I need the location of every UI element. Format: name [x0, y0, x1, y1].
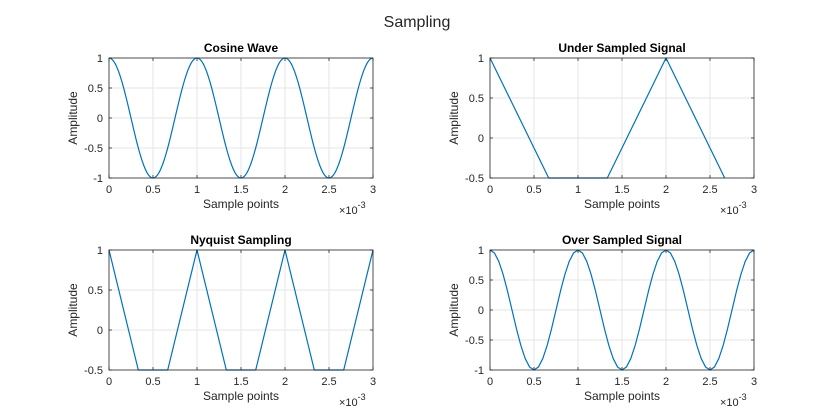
x-tick-label: 0 — [487, 184, 493, 196]
x-tick-label: 3 — [370, 376, 376, 388]
x-tick-label: 1.5 — [614, 184, 629, 196]
x-axis-label: Sample points — [584, 197, 660, 211]
y-tick-label: 0 — [97, 113, 103, 125]
y-tick-label: 0.5 — [88, 83, 103, 95]
x-tick-label: 1.5 — [233, 184, 248, 196]
x-tick-label: 1 — [194, 184, 200, 196]
x-tick-label: 2.5 — [321, 376, 336, 388]
x-tick-label: 1 — [194, 376, 200, 388]
x-tick-label: 0 — [487, 376, 493, 388]
y-tick-label: -1 — [474, 365, 484, 377]
x-tick-label: 3 — [751, 376, 757, 388]
x-tick-label: 0.5 — [526, 376, 541, 388]
x-tick-label: 1 — [575, 184, 581, 196]
y-tick-label: 1 — [97, 245, 103, 257]
x-tick-label: 1 — [575, 376, 581, 388]
x-tick-label: 2 — [282, 376, 288, 388]
y-axis-label: Amplitude — [447, 91, 461, 145]
y-axis-label: Amplitude — [447, 283, 461, 337]
subplot-title: Over Sampled Signal — [562, 233, 682, 247]
y-tick-label: 0 — [478, 133, 484, 145]
subplot-title: Under Sampled Signal — [558, 41, 685, 55]
figure-title: Sampling — [384, 14, 451, 31]
x-axis-exponent: ×10-3 — [339, 392, 366, 409]
subplot-over-sampled-signal: 0 0.5 1 1.5 2 2.5 3 -1 -0.5 0 0.5 1 Over Sampled Sig… — [447, 233, 757, 409]
y-tick-label: -0.5 — [465, 335, 484, 347]
y-tick-label: 1 — [97, 53, 103, 65]
y-tick-label: -0.5 — [84, 365, 103, 377]
x-axis-exponent: ×10-3 — [339, 200, 366, 217]
x-tick-label: 0.5 — [526, 184, 541, 196]
y-tick-label: 0.5 — [469, 93, 484, 105]
x-tick-label: 2.5 — [321, 184, 336, 196]
x-axis-label: Sample points — [203, 197, 279, 211]
x-tick-label: 2.5 — [702, 376, 717, 388]
subplot-cosine-wave: 0 0.5 1 1.5 2 2.5 3 -1 -0.5 0 0.5 1 Cosine Wave Sampl… — [66, 41, 376, 217]
y-axis-label: Amplitude — [66, 283, 80, 337]
x-tick-label: 1.5 — [614, 376, 629, 388]
y-tick-label: -0.5 — [84, 143, 103, 155]
x-tick-label: 1.5 — [233, 376, 248, 388]
y-axis-label: Amplitude — [66, 91, 80, 145]
x-axis-label: Sample points — [203, 389, 279, 403]
x-axis-exponent: ×10-3 — [720, 200, 747, 217]
y-tick-label: 0 — [478, 305, 484, 317]
x-tick-label: 0 — [106, 376, 112, 388]
y-tick-label: -1 — [93, 173, 103, 185]
y-tick-label: 0.5 — [469, 275, 484, 287]
x-tick-label: 2 — [663, 376, 669, 388]
x-axis-exponent: ×10-3 — [720, 392, 747, 409]
y-tick-label: 1 — [478, 53, 484, 65]
x-axis-label: Sample points — [584, 389, 660, 403]
subplot-title: Cosine Wave — [204, 41, 279, 55]
series-line — [489, 57, 726, 179]
x-tick-label: 3 — [370, 184, 376, 196]
subplot-title: Nyquist Sampling — [190, 233, 291, 247]
x-tick-label: 0 — [106, 184, 112, 196]
y-tick-label: 0 — [97, 325, 103, 337]
y-tick-label: 1 — [478, 245, 484, 257]
x-tick-label: 2 — [663, 184, 669, 196]
x-tick-label: 3 — [751, 184, 757, 196]
x-tick-label: 0.5 — [145, 184, 160, 196]
y-tick-label: -0.5 — [465, 173, 484, 185]
x-tick-label: 0.5 — [145, 376, 160, 388]
x-tick-label: 2 — [282, 184, 288, 196]
x-tick-label: 2.5 — [702, 184, 717, 196]
y-tick-label: 0.5 — [88, 285, 103, 297]
